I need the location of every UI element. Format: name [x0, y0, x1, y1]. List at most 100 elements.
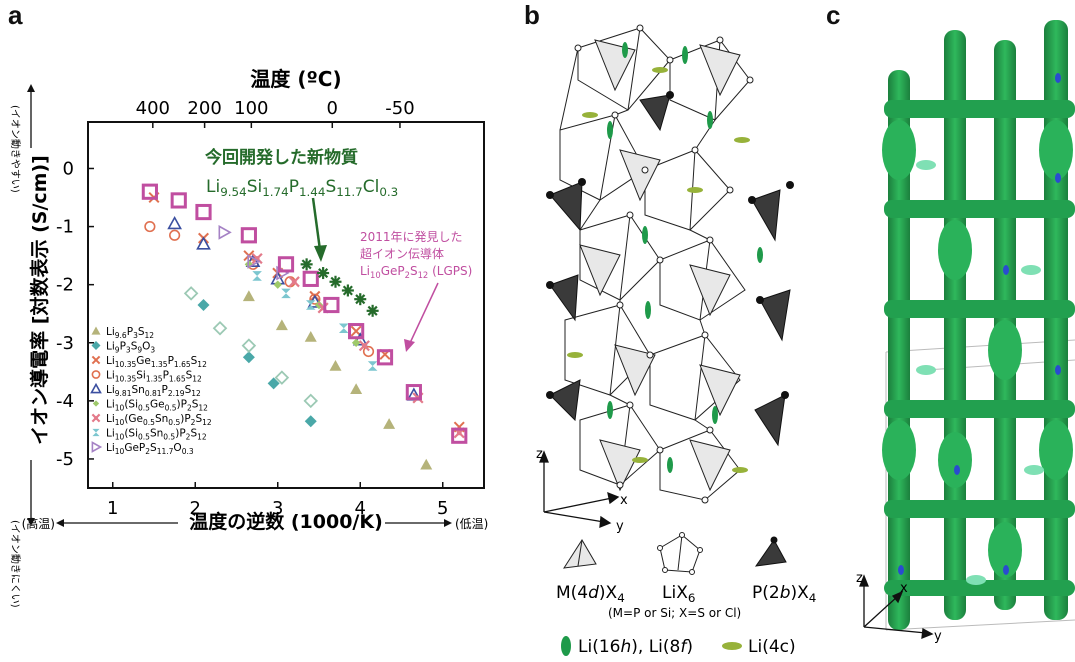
marker-diamond-open [243, 340, 255, 352]
dark-tetrahedra [550, 95, 790, 445]
marker-triangle [305, 331, 317, 342]
series-triangle-right-open [219, 226, 288, 279]
top-tick-label: 400 [136, 98, 170, 119]
legend-label: Li10(Si0.5Sn0.5)P2S12 [106, 428, 207, 442]
axis-triad-b [540, 452, 618, 527]
marker-circle [364, 347, 374, 357]
marker-square [197, 205, 210, 218]
y-tick-label: -2 [56, 275, 74, 296]
legend-li4c-icon [722, 642, 742, 650]
marker-diamond-open [185, 287, 197, 299]
legend-label: Li9.81Sn0.81P2.19S12 [106, 384, 201, 398]
x-tick-label: 5 [437, 498, 448, 519]
y-tick-label: -1 [56, 217, 74, 238]
marker-triangle-right [219, 226, 230, 238]
marker-diamond-small [352, 339, 360, 347]
marker-triangle [276, 319, 288, 330]
legend-li4c-label: Li(4c) [748, 637, 796, 657]
top-tick-group: 400 200 100 0 -50 [136, 98, 415, 128]
marker-hourglass [368, 361, 378, 371]
axis-y-c: y [934, 629, 942, 644]
y-axis-label: イオン導電率 [対数表示 (S/cm)] [28, 155, 51, 445]
axis-x-c: x [900, 581, 908, 596]
top-axis-label: 温度 (ºC) [250, 67, 341, 91]
dark-atoms [546, 91, 794, 399]
marker-hourglass [339, 323, 349, 333]
legend-octa [658, 533, 703, 575]
axis-x-b: x [620, 493, 628, 508]
new-material-arrow [313, 198, 320, 250]
marker-hourglass [92, 429, 99, 436]
new-material-title: 今回開発した新物質 [205, 147, 358, 168]
lgps-arrow [410, 283, 438, 343]
y-tick-label: -3 [56, 333, 74, 354]
x-axis-note-low: (低温) [455, 517, 488, 531]
axis-z-c: z [856, 571, 863, 586]
marker-circle [92, 371, 99, 378]
y-axis-note-bottom: (イオン動きにくい) [9, 520, 22, 608]
legend-p-label: P(2b)X4 [752, 583, 816, 605]
marker-triangle [350, 383, 362, 394]
top-tick-label: 0 [327, 98, 338, 119]
marker-triangle [92, 327, 101, 335]
marker-x-square [92, 414, 99, 421]
marker-circle [145, 222, 155, 232]
marker-triangle-open [92, 385, 101, 393]
legend-li16h-icon [561, 636, 571, 656]
marker-x-center [362, 343, 367, 348]
li-sites-blue [898, 73, 1061, 575]
marker-square [304, 272, 317, 285]
legend-note: (M=P or Si; X=S or Cl) [608, 606, 741, 620]
crystal-structure-panel: z x y M(4d)X4 LiX6 P(2b)X4 (M=P or Si; X… [520, 0, 825, 662]
marker-x-center [457, 430, 462, 435]
marker-circle [170, 230, 180, 240]
x-axis-note-high: (高温) [22, 516, 55, 531]
legend-label: Li10GeP2S11.7O0.3 [106, 442, 194, 456]
legend-tetra-light [564, 540, 596, 568]
y-tick-label: -4 [56, 391, 74, 412]
marker-x [92, 356, 99, 363]
marker-hourglass [281, 289, 291, 299]
chart-legend: Li9.6P3S12Li9P3S9O3Li10.35Ge1.35P1.65S12… [92, 326, 212, 456]
top-tick-label: 100 [234, 98, 268, 119]
marker-star [342, 284, 354, 296]
lgps-line1: 2011年に発見した [360, 230, 463, 244]
marker-triangle-open [169, 218, 181, 229]
marker-diamond-open [305, 395, 317, 407]
channel-openings [916, 160, 1044, 585]
legend-label: Li10.35Si1.35P1.65S12 [106, 370, 202, 384]
series-x-square [252, 254, 464, 438]
marker-triangle [330, 360, 342, 371]
series-triangle-open [169, 218, 420, 400]
marker-square [242, 229, 255, 242]
axis-z-b: z [536, 447, 543, 462]
x-arrow-left-head [56, 519, 64, 527]
marker-square [378, 351, 391, 364]
legend-label: Li10.35Ge1.35P1.65S12 [106, 355, 207, 369]
new-material-formula: Li9.54Si1.74P1.44S11.7Cl0.3 [206, 177, 398, 199]
lgps-line3: Li10GeP2S12 (LGPS) [360, 264, 472, 280]
legend-li16h-label: Li(16h), Li(8f) [578, 637, 693, 657]
marker-star [301, 258, 313, 270]
series-diamond-filled [198, 299, 317, 427]
legend-label: Li9.6P3S12 [106, 326, 154, 340]
top-tick-label: 200 [187, 98, 221, 119]
series-circle-open [145, 222, 373, 357]
legend-m-label: M(4d)X4 [556, 583, 625, 605]
y-tick-label: 0 [63, 158, 74, 179]
legend-lix-label: LiX6 [662, 583, 695, 605]
marker-triangle [383, 418, 395, 429]
new-material-arrow-head [314, 245, 327, 262]
marker-diamond [305, 415, 317, 427]
x-axis-label: 温度の逆数 (1000/K) [189, 510, 383, 533]
marker-diamond [243, 351, 255, 363]
x-arrow-right-head [444, 519, 452, 527]
marker-star [354, 293, 366, 305]
top-tick-label: -50 [385, 98, 414, 119]
diffusion-network-panel: z x y [826, 0, 1075, 662]
legend-label: Li9P3S9O3 [106, 341, 155, 355]
marker-x-center [292, 279, 297, 284]
marker-square [172, 194, 185, 207]
lgps-arrow-head [404, 339, 415, 352]
